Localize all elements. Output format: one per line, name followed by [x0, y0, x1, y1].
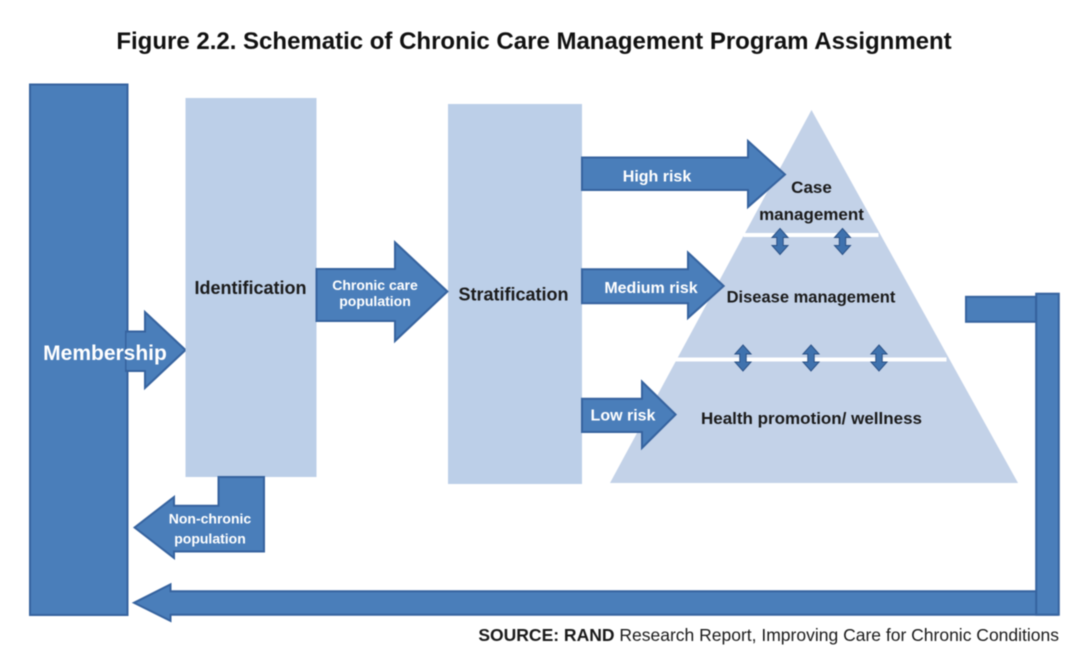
svg-text:Stratification: Stratification	[458, 285, 568, 305]
svg-text:High risk: High risk	[623, 169, 692, 186]
svg-text:Health promotion/ wellness: Health promotion/ wellness	[701, 409, 922, 428]
svg-text:Low risk: Low risk	[591, 408, 656, 425]
svg-text:SOURCE: RAND Research Report,: SOURCE: RAND Research Report, Improving …	[478, 625, 1059, 645]
svg-text:Medium risk: Medium risk	[604, 280, 697, 297]
svg-text:Case: Case	[791, 178, 832, 197]
svg-text:Figure 2.2. Schematic of Chron: Figure 2.2. Schematic of Chronic Care Ma…	[116, 28, 951, 55]
svg-text:Chronic care: Chronic care	[332, 277, 418, 293]
svg-text:Non-chronic: Non-chronic	[169, 511, 252, 527]
svg-text:population: population	[174, 531, 246, 547]
svg-text:management: management	[759, 205, 864, 224]
svg-text:Disease management: Disease management	[727, 289, 896, 307]
svg-text:population: population	[339, 293, 411, 309]
svg-text:Membership: Membership	[43, 342, 167, 365]
svg-text:Identification: Identification	[195, 278, 307, 298]
